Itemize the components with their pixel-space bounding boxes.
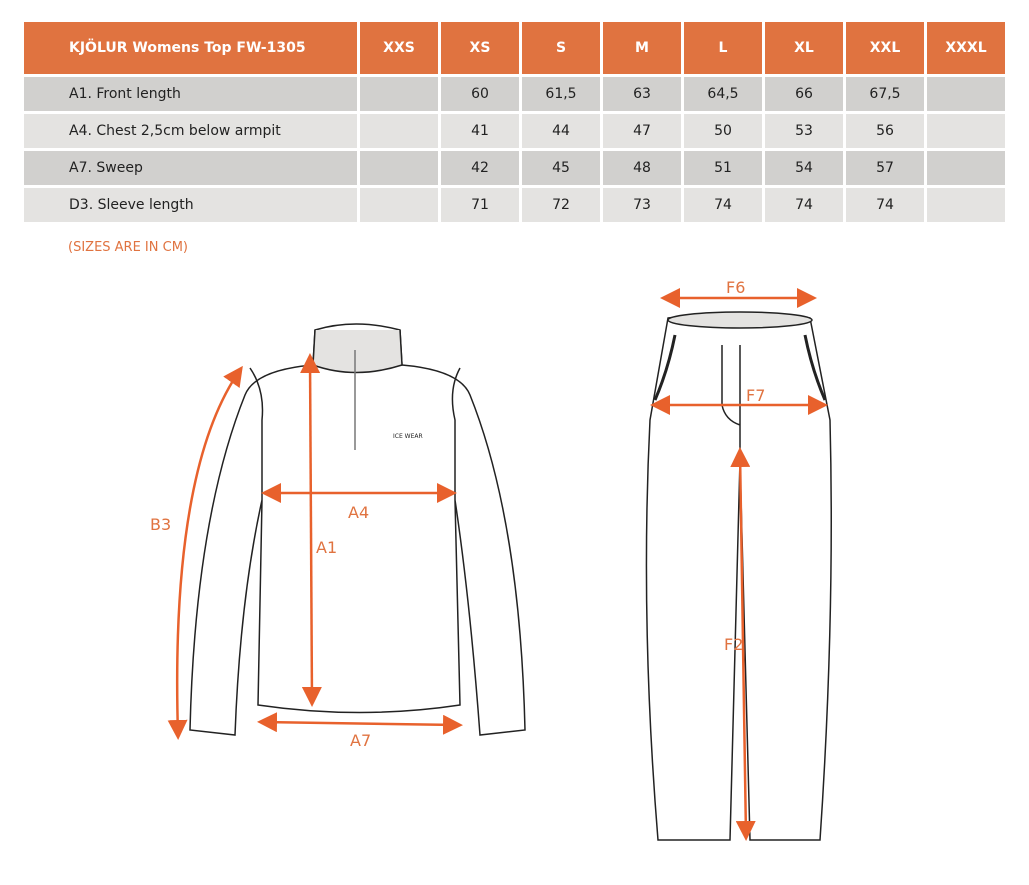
size-value: 48 xyxy=(603,151,681,185)
label-f2: F2 xyxy=(724,635,743,654)
table-row: A1. Front length 60 61,5 63 64,5 66 67,5 xyxy=(24,77,1005,111)
size-value: 50 xyxy=(684,114,762,148)
size-value: 71 xyxy=(441,188,519,222)
table-row: A4. Chest 2,5cm below armpit 41 44 47 50 53 56 xyxy=(24,114,1005,148)
size-value: 56 xyxy=(846,114,924,148)
pants-illustration xyxy=(645,311,832,841)
size-value xyxy=(360,114,438,148)
size-value: 45 xyxy=(522,151,600,185)
size-value xyxy=(927,151,1005,185)
size-header: XS xyxy=(441,22,519,74)
units-note: (SIZES ARE IN CM) xyxy=(68,240,188,255)
size-value: 61,5 xyxy=(522,77,600,111)
size-value xyxy=(360,151,438,185)
size-value: 74 xyxy=(846,188,924,222)
logo: ICE WEAR xyxy=(393,433,423,440)
size-value: 73 xyxy=(603,188,681,222)
size-value: 53 xyxy=(765,114,843,148)
size-value: 66 xyxy=(765,77,843,111)
size-value: 41 xyxy=(441,114,519,148)
label-b3: B3 xyxy=(150,515,171,534)
size-header: L xyxy=(684,22,762,74)
size-value: 54 xyxy=(765,151,843,185)
top-measure-arrows xyxy=(167,353,463,740)
size-value: 51 xyxy=(684,151,762,185)
size-chart-table: KJÖLUR Womens Top FW-1305 XXS XS S M L X… xyxy=(21,19,1008,225)
size-value: 47 xyxy=(603,114,681,148)
size-value: 74 xyxy=(765,188,843,222)
size-value xyxy=(360,77,438,111)
measurement-label: A1. Front length xyxy=(24,77,357,111)
size-value: 72 xyxy=(522,188,600,222)
size-value xyxy=(927,77,1005,111)
size-header: M xyxy=(603,22,681,74)
size-value xyxy=(360,188,438,222)
table-row: A7. Sweep 42 45 48 51 54 57 xyxy=(24,151,1005,185)
label-a4: A4 xyxy=(348,503,369,522)
table-title: KJÖLUR Womens Top FW-1305 xyxy=(24,22,357,74)
measurement-label: D3. Sleeve length xyxy=(24,188,357,222)
size-value: 63 xyxy=(603,77,681,111)
size-value: 74 xyxy=(684,188,762,222)
measurement-label: A4. Chest 2,5cm below armpit xyxy=(24,114,357,148)
size-header: XL xyxy=(765,22,843,74)
label-a7: A7 xyxy=(350,731,371,750)
size-value xyxy=(927,188,1005,222)
size-header: S xyxy=(522,22,600,74)
size-value: 44 xyxy=(522,114,600,148)
size-value: 42 xyxy=(441,151,519,185)
pants-measure-arrows xyxy=(650,288,828,841)
size-header: XXS xyxy=(360,22,438,74)
size-header: XXL xyxy=(846,22,924,74)
label-f7: F7 xyxy=(746,386,765,405)
label-a1: A1 xyxy=(316,538,337,557)
size-value: 57 xyxy=(846,151,924,185)
measurement-label: A7. Sweep xyxy=(24,151,357,185)
table-row: D3. Sleeve length 71 72 73 74 74 74 xyxy=(24,188,1005,222)
size-header: XXXL xyxy=(927,22,1005,74)
header-row: KJÖLUR Womens Top FW-1305 XXS XS S M L X… xyxy=(24,22,1005,74)
label-f6: F6 xyxy=(726,278,745,297)
size-value: 60 xyxy=(441,77,519,111)
size-value xyxy=(927,114,1005,148)
size-value: 64,5 xyxy=(684,77,762,111)
top-illustration xyxy=(189,323,526,736)
size-value: 67,5 xyxy=(846,77,924,111)
